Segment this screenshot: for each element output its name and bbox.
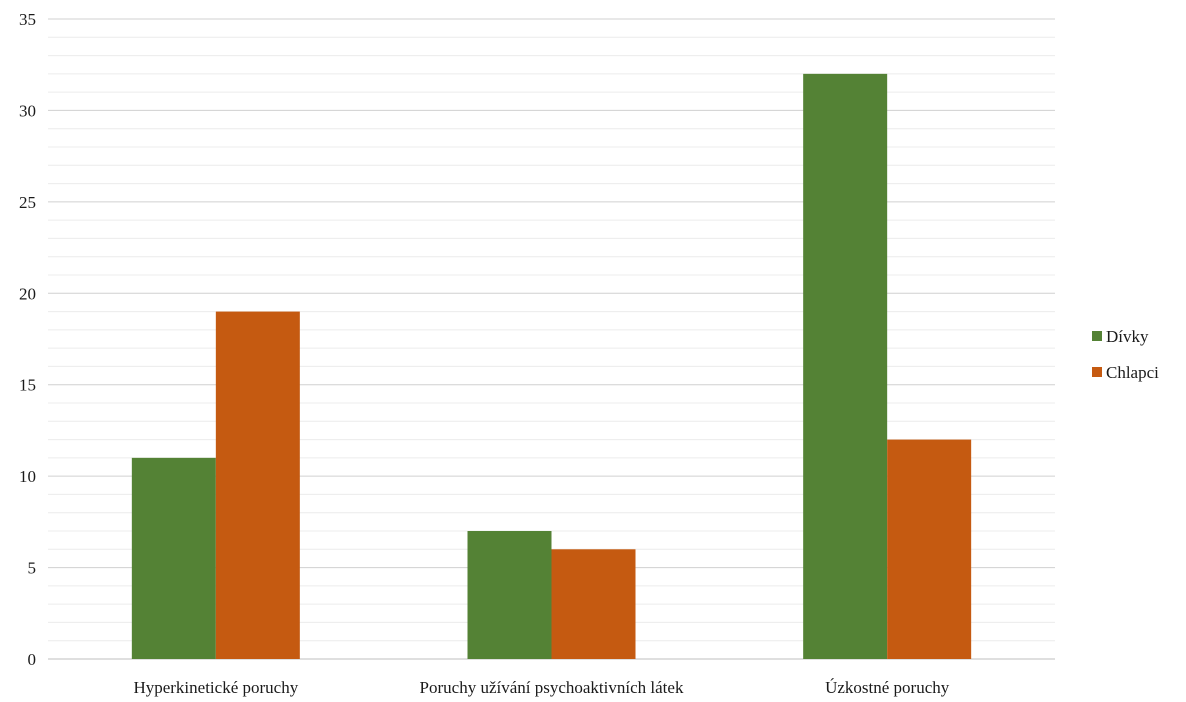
tick-labels: 0 5 10 15 20 25 30 35 Hyperkinetické poruchy Poru… (19, 10, 950, 697)
y-tick-label: 15 (19, 376, 36, 395)
bar-chlapci-0 (215, 311, 300, 659)
y-tick-label: 10 (19, 467, 36, 486)
legend-swatch (1092, 331, 1102, 341)
x-tick-label: Hyperkinetické poruchy (133, 678, 298, 697)
bar-divky-0 (131, 457, 216, 659)
bars (131, 73, 972, 660)
bar-chlapci-2 (887, 439, 972, 659)
y-tick-label: 35 (19, 10, 36, 29)
y-tick-label: 5 (28, 559, 37, 578)
y-tick-label: 20 (19, 284, 36, 303)
y-tick-label: 25 (19, 193, 36, 212)
legend-label: Dívky (1106, 327, 1149, 346)
x-tick-label: Úzkostné poruchy (825, 678, 950, 697)
x-tick-label: Poruchy užívání psychoaktivních látek (420, 678, 684, 697)
legend-swatch (1092, 367, 1102, 377)
legend-label: Chlapci (1106, 363, 1159, 382)
y-tick-label: 0 (28, 650, 37, 669)
bar-chlapci-1 (551, 549, 636, 659)
y-tick-label: 30 (19, 101, 36, 120)
bar-divky-2 (803, 73, 888, 660)
bar-divky-1 (467, 531, 552, 659)
legend: Dívky Chlapci (1092, 327, 1159, 382)
